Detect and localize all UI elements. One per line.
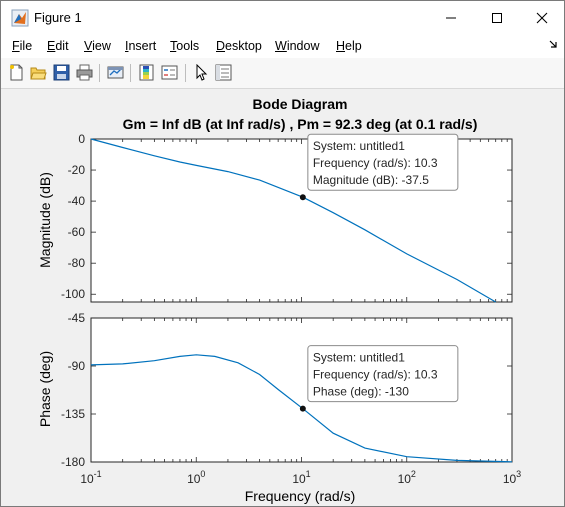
menu-edit[interactable]: Edit bbox=[47, 39, 69, 53]
x-tick-label: 101 bbox=[292, 469, 310, 486]
window-title: Figure 1 bbox=[34, 10, 82, 25]
print-icon[interactable] bbox=[76, 64, 93, 81]
magnitude-datatip-line: Frequency (rad/s): 10.3 bbox=[313, 156, 438, 170]
toolbar bbox=[1, 58, 564, 89]
phase-series-line[interactable] bbox=[90, 354, 513, 463]
x-axis-label: Frequency (rad/s) bbox=[245, 488, 355, 504]
magnitude-datatip-marker[interactable] bbox=[299, 194, 306, 201]
phase-datatip-line: System: untitled1 bbox=[313, 351, 405, 365]
toolbar-separator bbox=[130, 64, 131, 82]
save-icon[interactable] bbox=[53, 64, 70, 81]
figure-canvas: Bode Diagram Gm = Inf dB (at Inf rad/s) … bbox=[1, 89, 564, 506]
x-tick-label: 10-1 bbox=[80, 469, 101, 486]
legend-icon[interactable] bbox=[161, 64, 178, 81]
phase-y-tick-label: -135 bbox=[61, 407, 85, 421]
property-editor-icon[interactable] bbox=[215, 64, 232, 81]
magnitude-datatip-line: System: untitled1 bbox=[313, 139, 405, 153]
magnitude-y-tick-label: -100 bbox=[61, 287, 85, 301]
menu-help[interactable]: Help bbox=[336, 39, 362, 53]
phase-y-tick-label: -180 bbox=[61, 455, 85, 469]
phase-y-axis-label: Phase (deg) bbox=[37, 351, 53, 427]
toolbar-separator bbox=[99, 64, 100, 82]
close-button[interactable] bbox=[519, 1, 564, 34]
maximize-button[interactable] bbox=[474, 1, 520, 34]
magnitude-datatip-box[interactable] bbox=[307, 133, 459, 191]
menu-insert[interactable]: Insert bbox=[125, 39, 157, 53]
magnitude-y-axis-label: Magnitude (dB) bbox=[37, 172, 53, 268]
menu-desktop[interactable]: Desktop bbox=[216, 39, 262, 53]
maximize-icon bbox=[492, 12, 502, 23]
dock-arrow-icon[interactable] bbox=[549, 40, 558, 49]
pointer-icon[interactable] bbox=[193, 64, 210, 81]
new-figure-icon[interactable] bbox=[8, 64, 25, 81]
magnitude-series-line[interactable] bbox=[90, 138, 497, 303]
phase-datatip-box[interactable] bbox=[307, 345, 459, 403]
phase-y-tick-label: -90 bbox=[68, 359, 86, 373]
toolbar-separator bbox=[185, 64, 186, 82]
magnitude-datatip-line: Magnitude (dB): -37.5 bbox=[313, 173, 429, 187]
bode-plot[interactable]: Bode Diagram Gm = Inf dB (at Inf rad/s) … bbox=[1, 89, 564, 506]
menu-window[interactable]: Window bbox=[275, 39, 320, 53]
open-file-icon[interactable] bbox=[30, 64, 47, 81]
magnitude-y-tick-label: 0 bbox=[78, 132, 85, 146]
minimize-icon bbox=[446, 17, 456, 18]
phase-axes[interactable] bbox=[90, 317, 513, 463]
title-bar[interactable]: Figure 1 bbox=[1, 1, 564, 34]
magnitude-y-tick-label: -80 bbox=[68, 256, 86, 270]
menu-tools[interactable]: Tools bbox=[170, 39, 200, 53]
minimize-button[interactable] bbox=[428, 1, 474, 34]
x-tick-label: 102 bbox=[398, 469, 416, 486]
phase-datatip-marker[interactable] bbox=[299, 405, 306, 412]
phase-datatip-line: Frequency (rad/s): 10.3 bbox=[313, 368, 438, 382]
close-icon bbox=[536, 12, 548, 23]
x-tick-label: 103 bbox=[503, 469, 521, 486]
phase-y-tick-label: -45 bbox=[68, 311, 86, 325]
colorbar-icon[interactable] bbox=[138, 64, 155, 81]
x-tick-label: 100 bbox=[187, 469, 205, 486]
chart-title: Bode Diagram bbox=[253, 96, 348, 112]
link-plot-icon[interactable] bbox=[107, 64, 124, 81]
magnitude-y-tick-label: -40 bbox=[68, 194, 86, 208]
magnitude-y-tick-label: -60 bbox=[68, 225, 86, 239]
menu-view[interactable]: View bbox=[84, 39, 111, 53]
matlab-logo-icon bbox=[11, 9, 29, 27]
phase-datatip-line: Phase (deg): -130 bbox=[313, 385, 409, 399]
chart-subtitle: Gm = Inf dB (at Inf rad/s) , Pm = 92.3 d… bbox=[123, 116, 478, 132]
menu-bar: File Edit View Insert Tools Desktop Wind… bbox=[1, 34, 564, 58]
magnitude-y-tick-label: -20 bbox=[68, 163, 86, 177]
menu-file[interactable]: File bbox=[12, 39, 33, 53]
